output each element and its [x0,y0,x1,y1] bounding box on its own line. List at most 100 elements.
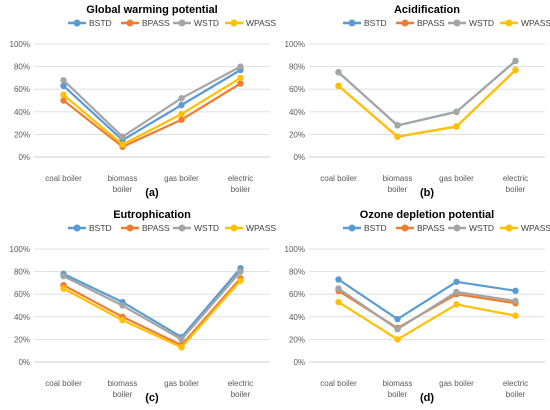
y-tick-label: 100% [285,245,305,254]
y-tick-label: 100% [10,40,30,49]
data-point [119,302,126,309]
legend-swatch-marker [126,224,134,232]
legend-swatch-marker [230,224,238,232]
x-tick-label: coal boiler [320,174,357,183]
data-point [178,95,185,102]
data-point [60,285,67,292]
y-tick-label: 40% [14,108,30,117]
data-point [178,110,185,118]
y-tick-label: 60% [14,290,30,299]
y-tick-label: 40% [14,313,30,322]
data-point [335,276,342,283]
legend-swatch-marker [505,224,513,232]
data-point [453,288,460,296]
y-tick-label: 80% [289,63,305,72]
y-tick-label: 40% [289,313,305,322]
y-tick-label: 0% [18,153,30,162]
data-point [119,141,126,148]
panel-label: (b) [420,187,434,199]
data-point [178,344,185,351]
legend-entry: BSTD [364,223,387,233]
data-point [453,278,460,285]
legend-swatch-marker [230,19,238,27]
legend-entry: BSTD [89,223,112,233]
series-line [63,267,242,339]
legend-swatch-marker [178,224,186,232]
series-line [337,278,516,321]
panel-label: (a) [145,187,159,199]
chart-title: Ozone depletion potential [360,209,494,221]
legend-swatch-marker [401,224,409,232]
data-point [237,74,244,82]
legend-entry: WPASS [521,18,550,28]
data-point [237,80,244,87]
x-tick-label: gas boiler [439,174,474,183]
data-point [178,116,185,123]
legend-swatch-marker [348,19,356,27]
legend-entry: WPASS [521,223,550,233]
chart-panel-1: Acidification BSTD BPASS WSTD WPASS 0% 20% 40% 6… [285,4,550,199]
legend-entry: WPASS [246,18,276,28]
data-point [453,123,460,130]
series-line [337,287,516,331]
data-point [512,57,519,65]
data-point [512,287,519,295]
y-tick-label: 20% [289,335,305,344]
series-line [337,60,517,127]
legend-entry: BPASS [142,18,170,28]
data-point [119,133,126,140]
series-line [62,82,242,148]
legend-swatch-marker [453,224,461,232]
y-tick-label: 60% [289,85,305,94]
legend-entry: BSTD [89,18,112,28]
y-tick-label: 100% [10,245,30,254]
data-point [60,91,67,99]
series-line [62,76,242,146]
data-point [237,268,244,275]
panel-label: (d) [420,392,434,404]
series-line [337,69,517,138]
data-point [512,297,519,305]
data-point [178,336,185,343]
y-tick-label: 20% [14,335,30,344]
legend-entry: BPASS [417,18,445,28]
panel-label: (c) [145,392,159,404]
y-tick-label: 40% [289,108,305,117]
legend-entry: WSTD [469,18,494,28]
data-point [512,312,519,319]
y-tick-label: 0% [18,358,30,367]
series-line [62,279,242,349]
x-tick-label: gas boiler [164,174,199,183]
data-point [178,101,185,109]
x-tick-label: gas boiler [439,379,474,388]
series-line [62,69,242,142]
data-point [335,69,342,76]
y-tick-label: 60% [289,290,305,299]
y-tick-label: 0% [293,153,305,162]
x-tick-label: electric boiler [503,379,528,399]
x-tick-label: coal boiler [320,379,357,388]
y-tick-label: 20% [289,130,305,139]
data-point [394,122,401,129]
chart-title: Eutrophication [113,209,191,221]
legend-swatch-marker [73,19,81,27]
legend-entry: BPASS [142,223,170,233]
x-tick-label: electric boiler [228,379,253,399]
series-line [337,69,517,138]
y-tick-label: 100% [285,40,305,49]
legend-entry: WSTD [194,18,219,28]
legend-entry: WSTD [469,223,494,233]
x-tick-label: biomass boiler [108,174,138,194]
x-tick-label: coal boiler [45,174,82,183]
y-tick-label: 80% [14,63,30,72]
series-line [63,270,242,341]
y-tick-label: 0% [293,358,305,367]
data-point [60,97,67,104]
data-point [335,298,342,306]
series-line [62,277,242,347]
legend-swatch-marker [453,19,461,27]
chart-title: Global warming potential [86,4,217,16]
series-line [62,65,242,138]
data-point [60,76,67,84]
